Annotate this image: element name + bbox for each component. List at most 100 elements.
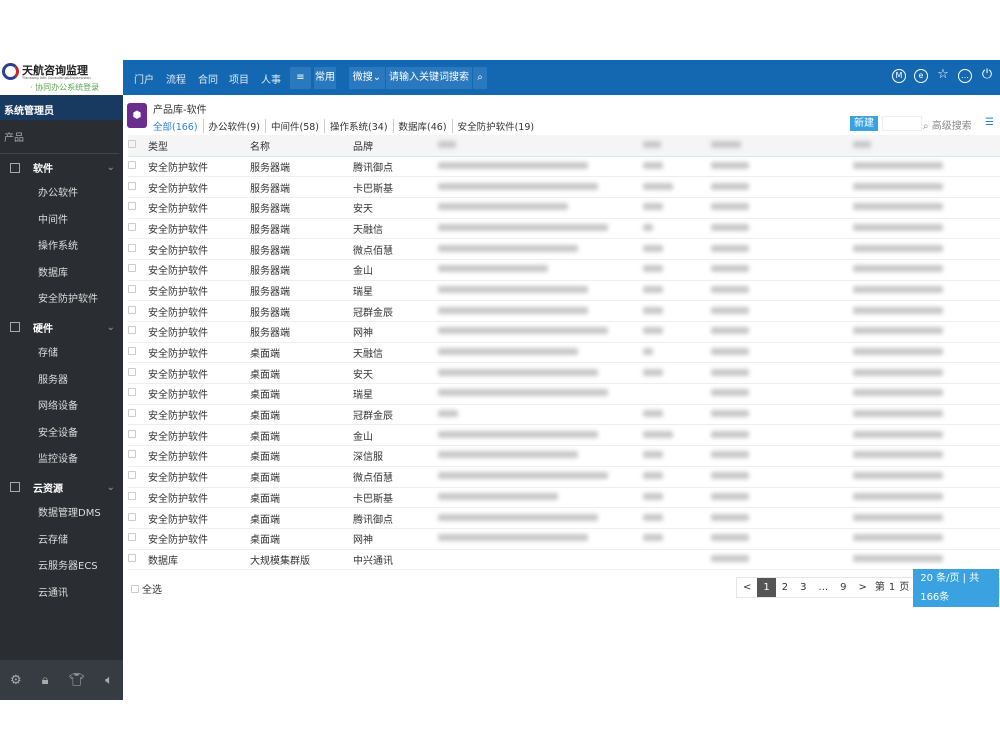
table-row[interactable]: 安全防护软件 桌面端 冠群金辰: [128, 404, 1000, 426]
m-icon[interactable]: M: [892, 69, 906, 83]
row-checkbox[interactable]: [128, 347, 136, 356]
goto-page-input[interactable]: 1: [888, 582, 896, 593]
table-row[interactable]: 数据库 大规模集群版 中兴通讯: [128, 549, 1000, 571]
row-checkbox[interactable]: [128, 533, 136, 542]
table-row[interactable]: 安全防护软件 服务器端 网神: [128, 321, 1000, 343]
sidebar-group[interactable]: 软件 ⌄: [0, 154, 123, 181]
page-size-selector[interactable]: 20 条/页 | 共166条: [913, 568, 999, 607]
sidebar-item[interactable]: 云服务器ECS: [38, 561, 98, 573]
new-button[interactable]: 新建: [850, 116, 878, 131]
row-checkbox[interactable]: [128, 264, 136, 273]
nav-portal[interactable]: 门户: [134, 75, 154, 86]
sidebar-item[interactable]: 监控设备: [38, 454, 78, 466]
advanced-search-button[interactable]: ⌕ 高级搜索: [923, 121, 972, 132]
power-icon[interactable]: ⏻: [981, 67, 993, 82]
category-tab[interactable]: 全部(166): [153, 119, 204, 133]
table-row[interactable]: 安全防护软件 服务器端 金山: [128, 259, 1000, 281]
gear-icon[interactable]: ⚙: [10, 672, 22, 688]
chevron-down-icon[interactable]: ⌄: [106, 481, 115, 493]
category-tab[interactable]: 数据库(46): [394, 119, 453, 133]
sidebar-item[interactable]: 数据库: [38, 267, 68, 279]
table-row[interactable]: 安全防护软件 桌面端 天融信: [128, 342, 1000, 364]
row-checkbox[interactable]: [128, 471, 136, 480]
table-row[interactable]: 安全防护软件 服务器端 安天: [128, 197, 1000, 219]
menu-icon[interactable]: ≡: [290, 67, 311, 89]
chevron-down-icon[interactable]: ⌄: [106, 321, 115, 333]
header-checkbox[interactable]: [128, 139, 136, 148]
category-tab[interactable]: 安全防护软件(19): [457, 122, 535, 133]
table-row[interactable]: 安全防护软件 桌面端 瑞星: [128, 383, 1000, 405]
common-button[interactable]: 常用: [314, 67, 336, 89]
star-icon[interactable]: ☆: [937, 67, 949, 82]
select-all-checkbox[interactable]: [131, 584, 139, 593]
sidebar-item[interactable]: 云通讯: [38, 587, 68, 599]
table-row[interactable]: 安全防护软件 桌面端 金山: [128, 424, 1000, 447]
sidebar-group[interactable]: 云资源 ⌄: [0, 474, 123, 501]
lock-icon[interactable]: 🔒︎: [41, 672, 49, 688]
sidebar-item[interactable]: 安全防护软件: [38, 294, 98, 306]
nav-hr[interactable]: 人事: [261, 75, 281, 86]
col-type[interactable]: 类型: [148, 135, 250, 157]
sidebar-item[interactable]: 网络设备: [38, 401, 78, 413]
row-checkbox[interactable]: [128, 553, 136, 562]
nav-contract[interactable]: 合同: [198, 75, 218, 86]
row-checkbox[interactable]: [128, 305, 136, 314]
table-row[interactable]: 安全防护软件 桌面端 微点佰慧: [128, 466, 1000, 488]
table-row[interactable]: 安全防护软件 服务器端 冠群金辰: [128, 300, 1000, 322]
row-checkbox[interactable]: [128, 512, 136, 521]
category-tab[interactable]: 操作系统(34): [325, 119, 394, 133]
search-icon[interactable]: ⌕: [473, 67, 487, 89]
row-checkbox[interactable]: [128, 429, 136, 438]
category-tab[interactable]: 办公软件(9): [204, 119, 267, 133]
row-checkbox[interactable]: [128, 160, 136, 169]
row-checkbox[interactable]: [128, 491, 136, 500]
sidebar-item[interactable]: 操作系统: [38, 241, 78, 253]
table-search-input[interactable]: [882, 116, 922, 131]
nav-workflow[interactable]: 流程: [166, 75, 186, 86]
page-button[interactable]: 1: [757, 578, 776, 597]
page-button[interactable]: 9: [840, 582, 847, 593]
page-button[interactable]: 2: [781, 582, 789, 593]
table-row[interactable]: 安全防护软件 服务器端 天融信: [128, 218, 1000, 240]
row-checkbox[interactable]: [128, 367, 136, 376]
row-checkbox[interactable]: [128, 450, 136, 459]
row-checkbox[interactable]: [128, 326, 136, 335]
row-checkbox[interactable]: [128, 243, 136, 252]
page-button[interactable]: 3: [800, 582, 807, 593]
row-checkbox[interactable]: [128, 181, 136, 190]
table-row[interactable]: 安全防护软件 桌面端 深信服: [128, 445, 1000, 467]
list-view-icon[interactable]: ☰: [985, 117, 994, 128]
sidebar-item[interactable]: 中间件: [38, 214, 68, 226]
table-row[interactable]: 安全防护软件 服务器端 腾讯御点: [128, 156, 1000, 178]
row-checkbox[interactable]: [128, 284, 136, 293]
speaker-icon[interactable]: 🔈︎: [105, 672, 113, 688]
table-row[interactable]: 安全防护软件 桌面端 卡巴斯基: [128, 487, 1000, 509]
more-icon[interactable]: …: [958, 69, 972, 83]
nav-hr-project[interactable]: 项目: [229, 75, 249, 86]
shirt-icon[interactable]: 👕︎: [68, 672, 86, 688]
sidebar-item[interactable]: 云存储: [38, 534, 68, 546]
table-row[interactable]: 安全防护软件 桌面端 安天: [128, 362, 1000, 385]
table-row[interactable]: 安全防护软件 服务器端 卡巴斯基: [128, 176, 1000, 198]
next-page-button[interactable]: >: [858, 582, 867, 593]
search-scope-dropdown[interactable]: 微搜⌄: [349, 67, 385, 89]
row-checkbox[interactable]: [128, 388, 136, 397]
search-input[interactable]: 请输入关键词搜索: [386, 67, 472, 89]
sidebar-item[interactable]: 安全设备: [38, 427, 78, 439]
sidebar-item[interactable]: 数据管理DMS: [38, 507, 101, 519]
row-checkbox[interactable]: [128, 202, 136, 211]
row-checkbox[interactable]: [128, 409, 136, 418]
sidebar-item[interactable]: 办公软件: [38, 188, 78, 199]
table-row[interactable]: 安全防护软件 桌面端 腾讯御点: [128, 507, 1000, 529]
col-name[interactable]: 名称: [250, 135, 353, 157]
sidebar-item[interactable]: 服务器: [38, 374, 68, 386]
category-tab[interactable]: 中间件(58): [266, 119, 326, 133]
col-brand[interactable]: 品牌: [353, 135, 438, 157]
sidebar-item[interactable]: 存储: [38, 347, 58, 359]
row-checkbox[interactable]: [128, 222, 136, 231]
chevron-down-icon[interactable]: ⌄: [106, 162, 115, 173]
table-row[interactable]: 安全防护软件 桌面端 网神: [128, 528, 1000, 550]
sidebar-group[interactable]: 硬件 ⌄: [0, 314, 123, 341]
table-row[interactable]: 安全防护软件 服务器端 瑞星: [128, 280, 1000, 302]
page-button[interactable]: ...: [818, 582, 829, 593]
